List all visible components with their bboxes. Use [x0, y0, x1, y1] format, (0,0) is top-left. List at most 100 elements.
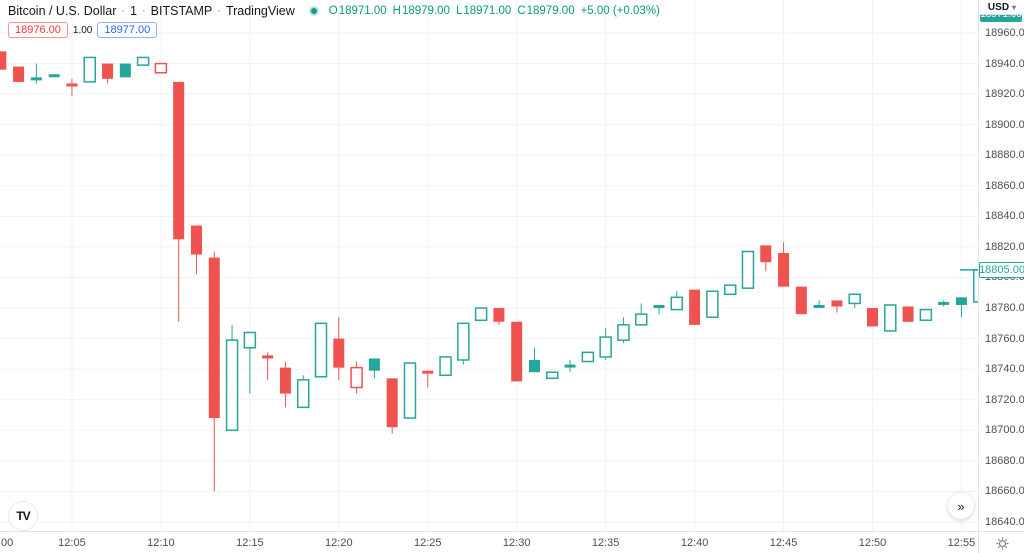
change-value: +5.00 (+0.03%)	[580, 5, 660, 17]
close-value: 18979.00	[526, 5, 575, 17]
candle-body	[617, 324, 630, 341]
price-tick-label: 18880.00	[985, 149, 1024, 162]
time-tick-label: 12:40	[680, 537, 709, 549]
candle-body	[154, 62, 168, 74]
price-tick-label: 18760.00	[985, 332, 1024, 345]
time-tick-label: 12:55	[947, 537, 976, 549]
candle-body	[599, 336, 612, 358]
candle-body	[243, 331, 257, 349]
spread-value: 1.00	[72, 24, 93, 36]
time-tick-partial: 00	[1, 537, 14, 549]
time-tick-label: 12:10	[147, 537, 175, 549]
time-tick-label: 12:05	[58, 537, 86, 549]
candle-body	[30, 77, 42, 81]
candle-body	[136, 56, 150, 66]
time-tick-label: 12:25	[413, 537, 442, 549]
candle-body	[262, 355, 274, 359]
candle-body	[296, 379, 310, 409]
time-tick-label: 12:30	[502, 537, 531, 549]
interval-label[interactable]: 1	[130, 4, 137, 18]
bid-price-box[interactable]: 18976.00	[8, 22, 68, 38]
price-tick-label: 18660.00	[985, 485, 1024, 498]
candle-body	[474, 307, 488, 322]
double-chevron-right-icon: »	[957, 498, 965, 514]
candle-body	[670, 296, 684, 311]
price-tick-label: 18720.00	[985, 393, 1024, 406]
chart-legend: Bitcoin / U.S. Dollar · 1 · BITSTAMP · T…	[8, 4, 660, 38]
candle-body	[333, 338, 345, 368]
candle-body	[919, 308, 933, 322]
price-tick-label: 18840.00	[985, 210, 1024, 223]
candle-body	[902, 306, 914, 322]
candle-body	[848, 293, 861, 305]
candle-body	[173, 81, 185, 240]
chevron-down-icon: ▾	[1012, 2, 1017, 12]
open-value: 18971.00	[338, 5, 387, 17]
candle-body	[386, 378, 398, 428]
candle-body	[13, 66, 25, 82]
time-tick-label: 12:20	[325, 537, 353, 549]
tradingview-logo[interactable]: TV	[8, 501, 38, 531]
candle-body	[66, 83, 78, 87]
market-status-dot-icon[interactable]	[308, 6, 319, 16]
brand-label: TradingView	[225, 4, 295, 18]
candle-body	[511, 321, 523, 382]
candle-body	[190, 225, 202, 255]
candle-body	[457, 322, 470, 361]
candle-body	[760, 245, 772, 263]
candle-body	[350, 366, 363, 389]
price-tick-label: 18680.00	[985, 454, 1024, 467]
currency-label: USD	[987, 1, 1010, 13]
candle-body	[653, 304, 665, 309]
candle-body	[279, 367, 291, 394]
candle-body	[955, 297, 967, 305]
candle-body	[0, 51, 7, 70]
currency-selector-button[interactable]: USD ▾	[978, 0, 1024, 15]
price-tick-label: 18860.00	[985, 179, 1024, 192]
candle-body	[439, 356, 452, 377]
time-axis[interactable]: 00 12:05 12:10 12:15 12:20 12:25 12:30 12:35 12…	[0, 531, 978, 553]
candle-body	[546, 371, 559, 380]
exchange-label[interactable]: BITSTAMP	[150, 4, 213, 18]
gear-icon	[996, 537, 1008, 549]
axis-settings-corner[interactable]	[978, 531, 1024, 553]
price-tick-label: 18900.00	[985, 118, 1024, 131]
price-tick-label: 18940.00	[985, 57, 1024, 70]
price-tick-label: 18740.00	[985, 363, 1024, 376]
candle-body	[813, 304, 825, 308]
candle-body	[972, 269, 978, 303]
candle-body	[314, 322, 328, 378]
candle-body	[528, 359, 540, 373]
high-value: 18979.00	[401, 5, 450, 17]
candle-body	[403, 362, 417, 419]
candle-body	[581, 351, 595, 363]
ask-price-box[interactable]: 18977.00	[97, 22, 158, 38]
candle-body	[102, 63, 114, 79]
symbol-title[interactable]: Bitcoin / U.S. Dollar	[8, 4, 117, 18]
candle-body	[634, 313, 648, 326]
candle-body	[493, 308, 505, 322]
candle-body	[83, 56, 96, 83]
price-tick-label: 18640.00	[985, 515, 1024, 528]
time-tick-label: 12:15	[236, 537, 264, 549]
separator-dot: ·	[217, 5, 221, 17]
separator-dot: ·	[121, 5, 126, 17]
expand-panel-button[interactable]: »	[948, 493, 974, 519]
candle-body	[422, 370, 434, 374]
candle-body	[689, 289, 701, 325]
time-tick-label: 12:45	[769, 537, 798, 549]
current-price-badge: 18805.00	[979, 261, 1024, 278]
candle-body	[119, 63, 131, 78]
candle-body	[831, 300, 843, 307]
candle-body	[867, 308, 878, 327]
candle-body	[741, 250, 755, 289]
candle-body	[225, 339, 239, 432]
low-value: 18971.00	[463, 5, 512, 17]
ohlc-readout: O18971.00 H18979.00 L18971.00 C18979.00 …	[328, 5, 660, 17]
price-tick-label: 18820.00	[985, 240, 1024, 253]
candle-body	[938, 301, 950, 305]
price-tick-label: 18700.00	[985, 424, 1024, 437]
time-tick-label: 12:50	[858, 537, 887, 549]
chart-pane[interactable]	[0, 0, 978, 531]
